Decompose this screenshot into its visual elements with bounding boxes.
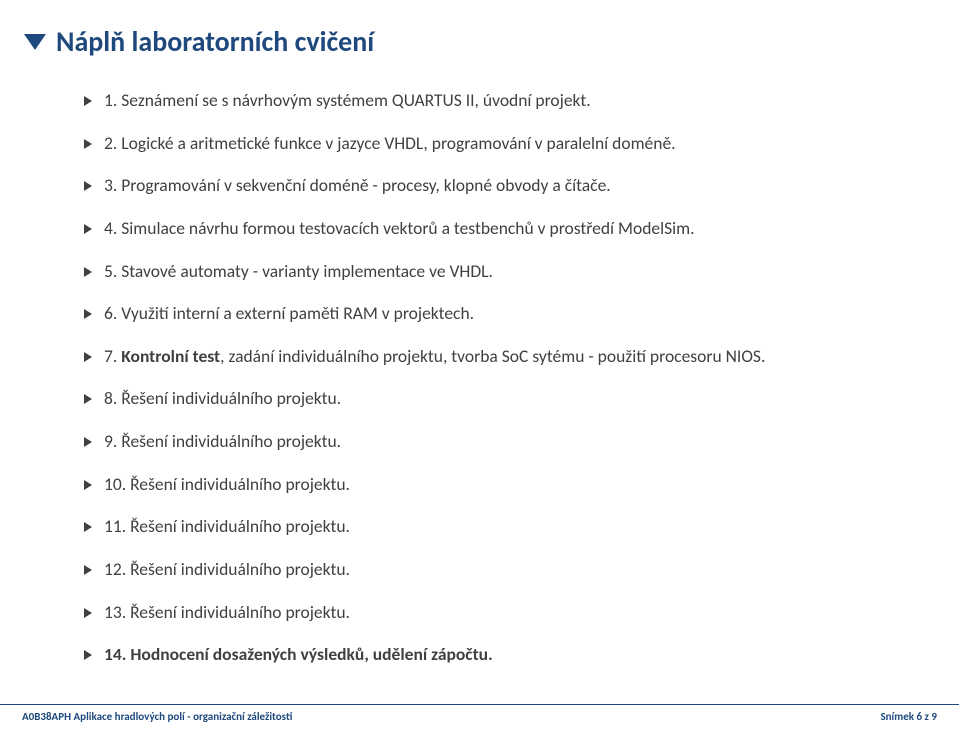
bullet-icon [84, 224, 92, 234]
item-bold-full: 14. Hodnocení dosažených výsledků, uděle… [104, 643, 493, 665]
list-item: 7. Kontrolní test, zadání individuálního… [84, 345, 889, 369]
bullet-icon [84, 522, 92, 532]
item-suffix: , zadání individuálního projektu, tvorba… [220, 345, 765, 367]
footer: A0B38APH Aplikace hradlových polí - orga… [0, 704, 959, 723]
item-text: 1. Seznámení se s návrhovým systémem QUA… [104, 89, 591, 113]
title-triangle-icon [24, 34, 46, 50]
item-text: 13. Řešení individuálního projektu. [104, 601, 350, 625]
item-text: 5. Stavové automaty - varianty implement… [104, 260, 493, 284]
list-item: 4. Simulace návrhu formou testovacích ve… [84, 217, 889, 241]
bullet-icon [84, 352, 92, 362]
item-prefix: 7. [104, 345, 121, 367]
bullet-icon [84, 181, 92, 191]
item-text: 11. Řešení individuálního projektu. [104, 515, 350, 539]
slide-title: Náplň laboratorních cvičení [56, 24, 374, 59]
list-item: 6. Využití interní a externí paměti RAM … [84, 302, 889, 326]
item-text: 2. Logické a aritmetické funkce v jazyce… [104, 132, 676, 156]
bullet-icon [84, 565, 92, 575]
list-item: 1. Seznámení se s návrhovým systémem QUA… [84, 89, 889, 113]
item-text: 3. Programování v sekvenční doméně - pro… [104, 174, 611, 198]
item-text: 6. Využití interní a externí paměti RAM … [104, 302, 474, 326]
content-list: 1. Seznámení se s návrhovým systémem QUA… [0, 89, 959, 667]
item-text: 14. Hodnocení dosažených výsledků, uděle… [104, 643, 493, 667]
list-item: 13. Řešení individuálního projektu. [84, 601, 889, 625]
item-text: 7. Kontrolní test, zadání individuálního… [104, 345, 765, 369]
list-item: 3. Programování v sekvenční doméně - pro… [84, 174, 889, 198]
item-text: 10. Řešení individuálního projektu. [104, 473, 350, 497]
list-item: 12. Řešení individuálního projektu. [84, 558, 889, 582]
item-text: 4. Simulace návrhu formou testovacích ve… [104, 217, 695, 241]
bullet-icon [84, 309, 92, 319]
list-item: 9. Řešení individuálního projektu. [84, 430, 889, 454]
footer-course-title: A0B38APH Aplikace hradlových polí - orga… [22, 710, 292, 723]
list-item: 8. Řešení individuálního projektu. [84, 387, 889, 411]
title-row: Náplň laboratorních cvičení [0, 24, 959, 59]
item-text: 12. Řešení individuálního projektu. [104, 558, 350, 582]
bullet-icon [84, 650, 92, 660]
bullet-icon [84, 267, 92, 277]
bullet-icon [84, 139, 92, 149]
bullet-icon [84, 394, 92, 404]
bullet-icon [84, 608, 92, 618]
item-bold: Kontrolní test [121, 345, 220, 367]
bullet-icon [84, 480, 92, 490]
bullet-icon [84, 96, 92, 106]
list-item: 2. Logické a aritmetické funkce v jazyce… [84, 132, 889, 156]
item-text: 8. Řešení individuálního projektu. [104, 387, 341, 411]
list-item: 10. Řešení individuálního projektu. [84, 473, 889, 497]
bullet-icon [84, 437, 92, 447]
list-item: 5. Stavové automaty - varianty implement… [84, 260, 889, 284]
slide: Náplň laboratorních cvičení 1. Seznámení… [0, 0, 959, 737]
list-item: 11. Řešení individuálního projektu. [84, 515, 889, 539]
footer-slide-number: Snímek 6 z 9 [880, 710, 937, 723]
list-item: 14. Hodnocení dosažených výsledků, uděle… [84, 643, 889, 667]
item-text: 9. Řešení individuálního projektu. [104, 430, 341, 454]
